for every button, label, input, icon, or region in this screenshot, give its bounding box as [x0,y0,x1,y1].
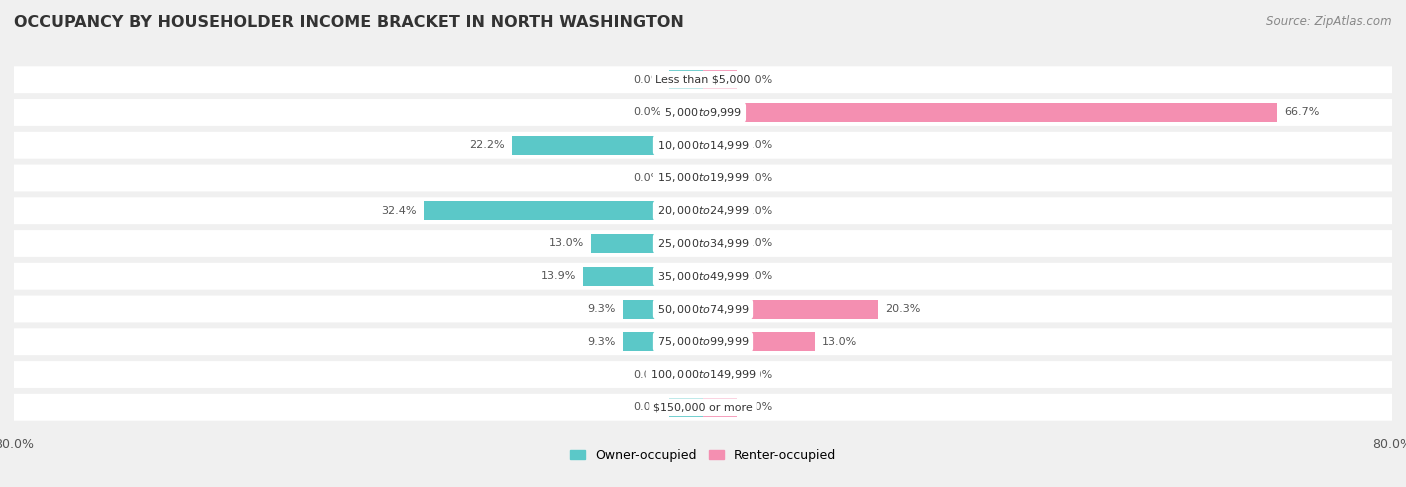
Bar [703,398,738,417]
Bar [703,234,738,253]
Text: $35,000 to $49,999: $35,000 to $49,999 [657,270,749,283]
Text: 13.9%: 13.9% [541,271,576,281]
Text: Less than $5,000: Less than $5,000 [655,75,751,85]
Bar [669,70,703,89]
Text: $100,000 to $149,999: $100,000 to $149,999 [650,368,756,381]
Legend: Owner-occupied, Renter-occupied: Owner-occupied, Renter-occupied [565,444,841,467]
Text: 0.0%: 0.0% [634,370,662,379]
Bar [623,332,703,351]
Bar [703,267,738,286]
Text: $20,000 to $24,999: $20,000 to $24,999 [657,204,749,217]
FancyBboxPatch shape [14,165,1392,191]
FancyBboxPatch shape [14,99,1392,126]
Text: OCCUPANCY BY HOUSEHOLDER INCOME BRACKET IN NORTH WASHINGTON: OCCUPANCY BY HOUSEHOLDER INCOME BRACKET … [14,15,683,30]
Text: 0.0%: 0.0% [744,239,772,248]
Text: 13.0%: 13.0% [823,337,858,347]
FancyBboxPatch shape [14,296,1392,322]
Text: 32.4%: 32.4% [381,206,418,216]
FancyBboxPatch shape [14,230,1392,257]
Text: $25,000 to $34,999: $25,000 to $34,999 [657,237,749,250]
Bar [703,300,877,318]
Text: 9.3%: 9.3% [588,304,616,314]
Bar [623,300,703,318]
Text: 0.0%: 0.0% [634,402,662,412]
Text: $10,000 to $14,999: $10,000 to $14,999 [657,139,749,152]
Text: 0.0%: 0.0% [744,402,772,412]
Text: 0.0%: 0.0% [744,370,772,379]
Text: 0.0%: 0.0% [744,271,772,281]
Text: $50,000 to $74,999: $50,000 to $74,999 [657,302,749,316]
FancyBboxPatch shape [14,197,1392,224]
Bar [512,136,703,155]
Text: $75,000 to $99,999: $75,000 to $99,999 [657,335,749,348]
Text: 0.0%: 0.0% [744,173,772,183]
Text: 20.3%: 20.3% [884,304,920,314]
Bar [703,332,815,351]
FancyBboxPatch shape [14,263,1392,290]
Bar [583,267,703,286]
Bar [669,169,703,187]
Bar [703,169,738,187]
Text: $5,000 to $9,999: $5,000 to $9,999 [664,106,742,119]
Text: 66.7%: 66.7% [1284,108,1320,117]
Bar [703,136,738,155]
Text: Source: ZipAtlas.com: Source: ZipAtlas.com [1267,15,1392,28]
Text: 22.2%: 22.2% [470,140,505,150]
Text: $150,000 or more: $150,000 or more [654,402,752,412]
FancyBboxPatch shape [14,394,1392,421]
Bar [669,103,703,122]
Bar [703,103,1278,122]
Bar [703,201,738,220]
Bar [703,365,738,384]
Text: $15,000 to $19,999: $15,000 to $19,999 [657,171,749,185]
Bar [591,234,703,253]
Text: 13.0%: 13.0% [548,239,583,248]
Text: 0.0%: 0.0% [634,173,662,183]
Text: 0.0%: 0.0% [744,206,772,216]
Text: 0.0%: 0.0% [744,140,772,150]
Bar [425,201,703,220]
FancyBboxPatch shape [14,361,1392,388]
FancyBboxPatch shape [14,328,1392,355]
Bar [703,70,738,89]
FancyBboxPatch shape [14,66,1392,93]
Text: 9.3%: 9.3% [588,337,616,347]
Text: 0.0%: 0.0% [744,75,772,85]
FancyBboxPatch shape [14,132,1392,159]
Bar [669,398,703,417]
Text: 0.0%: 0.0% [634,75,662,85]
Text: 0.0%: 0.0% [634,108,662,117]
Bar [669,365,703,384]
